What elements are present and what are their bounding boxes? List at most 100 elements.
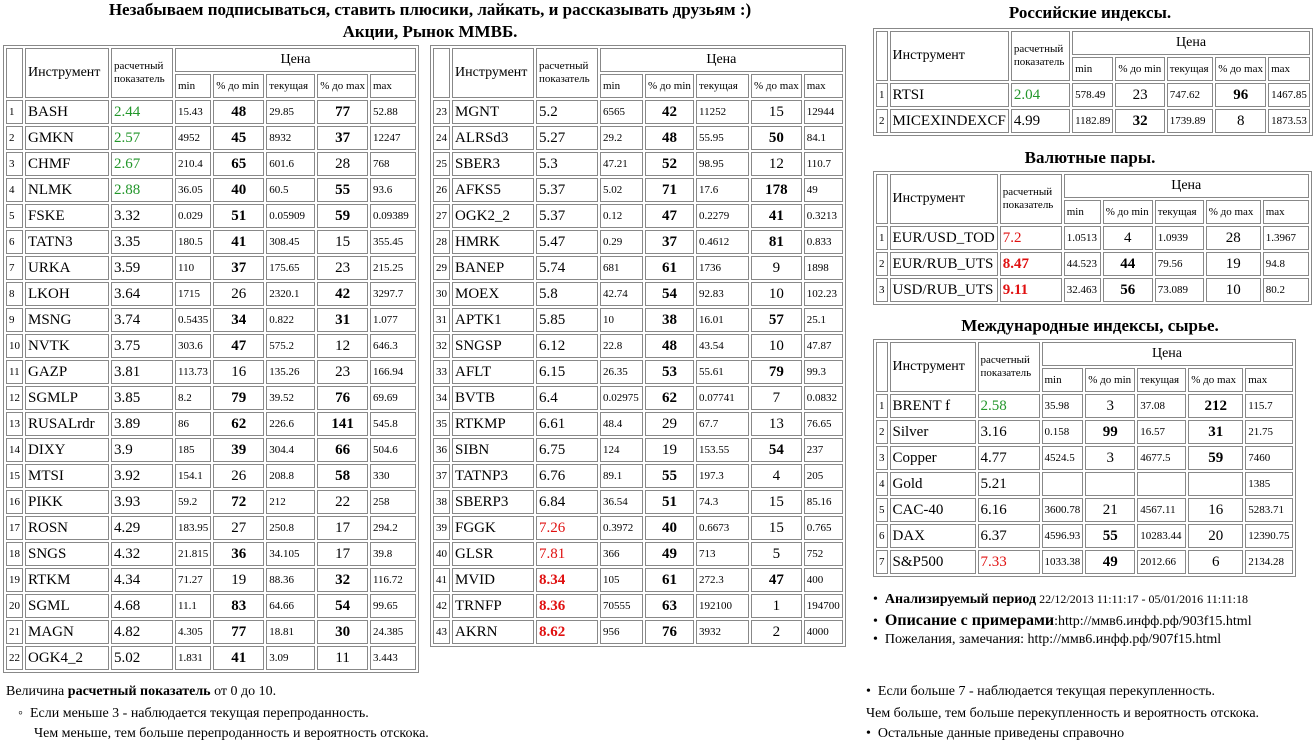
cell: 752	[803, 542, 843, 566]
cell: 99.3	[803, 360, 843, 384]
cell: 747.62	[1166, 83, 1214, 107]
data-row: 3 USD/RUB_UTS 9.11 32.463 56 73.089 10 80.2	[876, 278, 1309, 302]
cell: 102.23	[803, 282, 843, 306]
cell: 18	[6, 542, 23, 566]
cell: NLMK	[25, 178, 109, 202]
cell: 0.3213	[803, 204, 843, 228]
cell: 4952	[175, 126, 212, 150]
cell: 4.99	[1010, 109, 1071, 133]
cell: 34	[213, 308, 265, 332]
header-cell: min	[600, 74, 643, 98]
data-row: 15 MTSI 3.92 154.1 26 208.8 58 330	[6, 464, 416, 488]
cell: 4596.93	[1041, 524, 1084, 548]
cell: 31	[433, 308, 450, 332]
cell: 681	[600, 256, 643, 280]
cell: 1385	[1245, 472, 1293, 496]
cell: 99	[1085, 420, 1136, 444]
cell: 5.2	[536, 100, 598, 124]
cell: 303.6	[175, 334, 212, 358]
cell: BANEP	[452, 256, 534, 280]
cell: 192100	[696, 594, 749, 618]
cell: 0.822	[266, 308, 316, 332]
cell: 578.49	[1072, 83, 1114, 107]
header-cell: текущая	[696, 74, 749, 98]
cell: 13	[751, 412, 802, 436]
header-cell: текущая	[1154, 200, 1204, 224]
cell: 19	[6, 568, 23, 592]
cell: 79	[751, 360, 802, 384]
cell: 3	[876, 446, 888, 470]
cell: 55	[645, 464, 694, 488]
cell: 49	[645, 542, 694, 566]
cell: 212	[266, 490, 316, 514]
cell: 2	[876, 109, 888, 133]
cell: AKRN	[452, 620, 534, 644]
cell: 74.3	[696, 490, 749, 514]
header-cell: % до min	[645, 74, 694, 98]
cell: 10	[6, 334, 23, 358]
data-row: 1 BRENT f 2.58 35.98 3 37.08 212 115.7	[876, 394, 1293, 418]
cell: 48	[645, 126, 694, 150]
cell: 13	[6, 412, 23, 436]
cell: 330	[369, 464, 416, 488]
cell: 5.3	[536, 152, 598, 176]
header-row: Инструмент расчетный показатель Цена	[876, 31, 1310, 81]
cell: 38	[645, 308, 694, 332]
cell: MVID	[452, 568, 534, 592]
cell: 0.29	[600, 230, 643, 254]
cell: URKA	[25, 256, 109, 280]
cell: 28	[1205, 226, 1261, 250]
cell: 153.55	[696, 438, 749, 462]
info-text: Пожелания, замечания: http://ммв6.инфф.р…	[884, 632, 1222, 647]
cell: Gold	[889, 472, 976, 496]
cell: 98.95	[696, 152, 749, 176]
cell: 1	[876, 394, 888, 418]
cell: 30	[433, 282, 450, 306]
cell: USD/RUB_UTS	[889, 278, 998, 302]
info-line: Пожелания, замечания: http://ммв6.инфф.р…	[873, 632, 1221, 648]
data-row: 21 MAGN 4.82 4.305 77 18.81 30 24.385	[6, 620, 416, 644]
cell: 32	[1115, 109, 1165, 133]
cell: 0.3972	[600, 516, 643, 540]
cell: 304.4	[266, 438, 316, 462]
header-cell: max	[369, 74, 416, 98]
cell: 6.37	[977, 524, 1040, 548]
cell: 4	[6, 178, 23, 202]
cell: 7.26	[536, 516, 598, 540]
cell: RTKM	[25, 568, 109, 592]
data-row: 24 ALRSd3 5.27 29.2 48 55.95 50 84.1	[433, 126, 843, 150]
cell: 72	[213, 490, 265, 514]
cell: AFKS5	[452, 178, 534, 202]
cell: 1	[6, 100, 23, 124]
cell: 12	[6, 386, 23, 410]
cell: 21	[1085, 498, 1136, 522]
note-text: Если больше 7 - наблюдается текущая пере…	[877, 684, 1215, 699]
header-cell	[876, 31, 888, 81]
cell: 212	[1188, 394, 1244, 418]
cell: 27	[213, 516, 265, 540]
cell: 12	[751, 152, 802, 176]
header-cell: max	[1245, 368, 1293, 392]
cell: 3.16	[977, 420, 1040, 444]
cell: 4.29	[111, 516, 173, 540]
cell: 6	[1188, 550, 1244, 574]
cell: NVTK	[25, 334, 109, 358]
note-item: Остальные данные приведены справочно	[866, 726, 1124, 742]
data-row: 10 NVTK 3.75 303.6 47 575.2 12 646.3	[6, 334, 416, 358]
cell: GLSR	[452, 542, 534, 566]
cell: 10283.44	[1137, 524, 1187, 548]
cell: 96	[1215, 83, 1267, 107]
cell: 76	[645, 620, 694, 644]
cell: 37	[433, 464, 450, 488]
cell: 40	[645, 516, 694, 540]
cell: 3.443	[369, 646, 416, 670]
cell: 8	[1215, 109, 1267, 133]
cell: SBER3	[452, 152, 534, 176]
note-text: Остальные данные приведены справочно	[877, 726, 1125, 741]
cell: 71	[645, 178, 694, 202]
header-cell: % до min	[1085, 368, 1136, 392]
cell: 89.1	[600, 464, 643, 488]
cell: 84.1	[803, 126, 843, 150]
cell: 35.98	[1041, 394, 1084, 418]
header-cell: % до min	[1115, 57, 1165, 81]
